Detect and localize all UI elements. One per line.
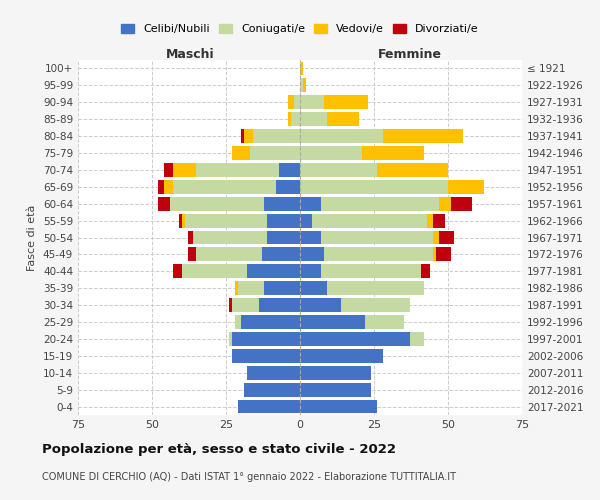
- Bar: [365, 315, 404, 329]
- Bar: [232, 298, 259, 312]
- Bar: [326, 282, 424, 295]
- Bar: [253, 129, 300, 143]
- Bar: [300, 349, 383, 363]
- Bar: [268, 230, 300, 244]
- Bar: [300, 180, 448, 194]
- Bar: [158, 180, 164, 194]
- Bar: [300, 400, 377, 413]
- Bar: [383, 129, 463, 143]
- Bar: [300, 230, 321, 244]
- Bar: [182, 264, 247, 278]
- Bar: [300, 382, 371, 396]
- Bar: [439, 230, 454, 244]
- Bar: [300, 112, 326, 126]
- Bar: [321, 197, 439, 210]
- Bar: [377, 163, 448, 177]
- Bar: [173, 180, 277, 194]
- Bar: [300, 315, 365, 329]
- Bar: [300, 129, 383, 143]
- Bar: [300, 214, 312, 228]
- Bar: [247, 264, 300, 278]
- Text: COMUNE DI CERCHIO (AQ) - Dati ISTAT 1° gennaio 2022 - Elaborazione TUTTITALIA.IT: COMUNE DI CERCHIO (AQ) - Dati ISTAT 1° g…: [42, 472, 456, 482]
- Bar: [433, 214, 445, 228]
- Bar: [188, 248, 196, 262]
- Bar: [300, 146, 362, 160]
- Bar: [294, 96, 300, 109]
- Bar: [300, 282, 326, 295]
- Bar: [235, 315, 241, 329]
- Bar: [321, 230, 433, 244]
- Bar: [170, 197, 265, 210]
- Bar: [265, 282, 300, 295]
- Bar: [300, 366, 371, 380]
- Bar: [323, 248, 433, 262]
- Bar: [362, 146, 424, 160]
- Bar: [229, 298, 232, 312]
- Bar: [300, 163, 377, 177]
- Bar: [193, 230, 268, 244]
- Bar: [182, 214, 185, 228]
- Bar: [326, 112, 359, 126]
- Bar: [229, 332, 232, 346]
- Bar: [232, 146, 250, 160]
- Bar: [300, 298, 341, 312]
- Text: Popolazione per età, sesso e stato civile - 2022: Popolazione per età, sesso e stato civil…: [42, 442, 396, 456]
- Bar: [427, 214, 433, 228]
- Bar: [232, 332, 300, 346]
- Bar: [188, 230, 193, 244]
- Bar: [321, 264, 421, 278]
- Bar: [238, 400, 300, 413]
- Bar: [300, 96, 323, 109]
- Bar: [433, 230, 439, 244]
- Bar: [291, 112, 300, 126]
- Bar: [196, 248, 262, 262]
- Bar: [300, 197, 321, 210]
- Bar: [173, 264, 182, 278]
- Bar: [421, 264, 430, 278]
- Bar: [241, 129, 244, 143]
- Bar: [341, 298, 410, 312]
- Bar: [288, 112, 291, 126]
- Bar: [262, 248, 300, 262]
- Bar: [241, 315, 300, 329]
- Bar: [312, 214, 427, 228]
- Bar: [279, 163, 300, 177]
- Bar: [300, 332, 410, 346]
- Bar: [158, 197, 170, 210]
- Bar: [303, 78, 306, 92]
- Bar: [277, 180, 300, 194]
- Bar: [232, 349, 300, 363]
- Y-axis label: Fasce di età: Fasce di età: [28, 204, 37, 270]
- Bar: [235, 282, 238, 295]
- Bar: [433, 248, 436, 262]
- Bar: [300, 248, 323, 262]
- Bar: [451, 197, 472, 210]
- Bar: [265, 197, 300, 210]
- Legend: Celibi/Nubili, Coniugati/e, Vedovi/e, Divorziati/e: Celibi/Nubili, Coniugati/e, Vedovi/e, Di…: [117, 20, 483, 38]
- Bar: [448, 180, 484, 194]
- Text: Maschi: Maschi: [166, 48, 215, 61]
- Bar: [300, 62, 303, 76]
- Bar: [173, 163, 196, 177]
- Bar: [288, 96, 294, 109]
- Bar: [185, 214, 268, 228]
- Bar: [247, 366, 300, 380]
- Bar: [250, 146, 300, 160]
- Bar: [439, 197, 451, 210]
- Bar: [323, 96, 368, 109]
- Bar: [238, 282, 265, 295]
- Bar: [268, 214, 300, 228]
- Bar: [300, 264, 321, 278]
- Bar: [196, 163, 279, 177]
- Bar: [244, 382, 300, 396]
- Text: Femmine: Femmine: [377, 48, 442, 61]
- Bar: [179, 214, 182, 228]
- Bar: [244, 129, 253, 143]
- Bar: [410, 332, 424, 346]
- Bar: [164, 180, 173, 194]
- Bar: [300, 78, 303, 92]
- Bar: [436, 248, 451, 262]
- Bar: [259, 298, 300, 312]
- Bar: [164, 163, 173, 177]
